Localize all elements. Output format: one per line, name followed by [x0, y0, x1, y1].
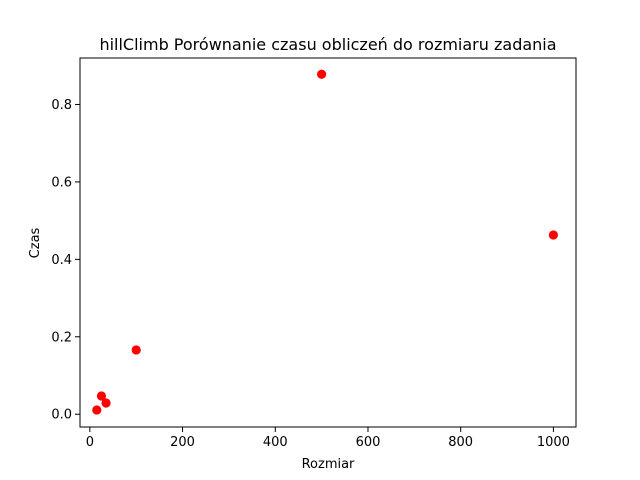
x-tick-label-1: 200 — [170, 435, 195, 450]
y-tick-label-0: 0.0 — [51, 408, 72, 423]
data-point-0-0 — [92, 405, 102, 415]
data-point-0-4 — [317, 69, 327, 79]
data-point-0-5 — [548, 230, 559, 240]
y-tick-label-2: 0.4 — [51, 253, 72, 268]
x-tick-label-3: 600 — [356, 435, 381, 450]
y-axis-label: Czas — [28, 227, 43, 258]
x-tick-label-4: 800 — [448, 435, 473, 450]
data-point-0-2 — [101, 398, 111, 408]
y-tick-label-4: 0.8 — [51, 98, 72, 113]
x-tick-label-5: 1000 — [537, 435, 570, 450]
x-tick-label-2: 400 — [263, 435, 288, 450]
y-tick-label-3: 0.6 — [51, 175, 72, 190]
data-point-0-1 — [96, 391, 107, 401]
x-tick-label-0: 0 — [86, 435, 94, 450]
y-axis-ticks: 0.0 0.2 0.4 0.6 0.8 — [51, 98, 80, 423]
y-tick-label-1: 0.2 — [51, 330, 72, 345]
chart-title: hillClimb Porównanie czasu obliczeń do r… — [99, 35, 556, 54]
plot-area-frame — [79, 57, 577, 428]
data-point-0-3 — [131, 345, 141, 355]
x-axis-ticks: 0 200 400 600 800 1000 — [86, 427, 570, 450]
data-points — [92, 69, 559, 415]
x-axis-label: Rozmiar — [302, 457, 355, 472]
